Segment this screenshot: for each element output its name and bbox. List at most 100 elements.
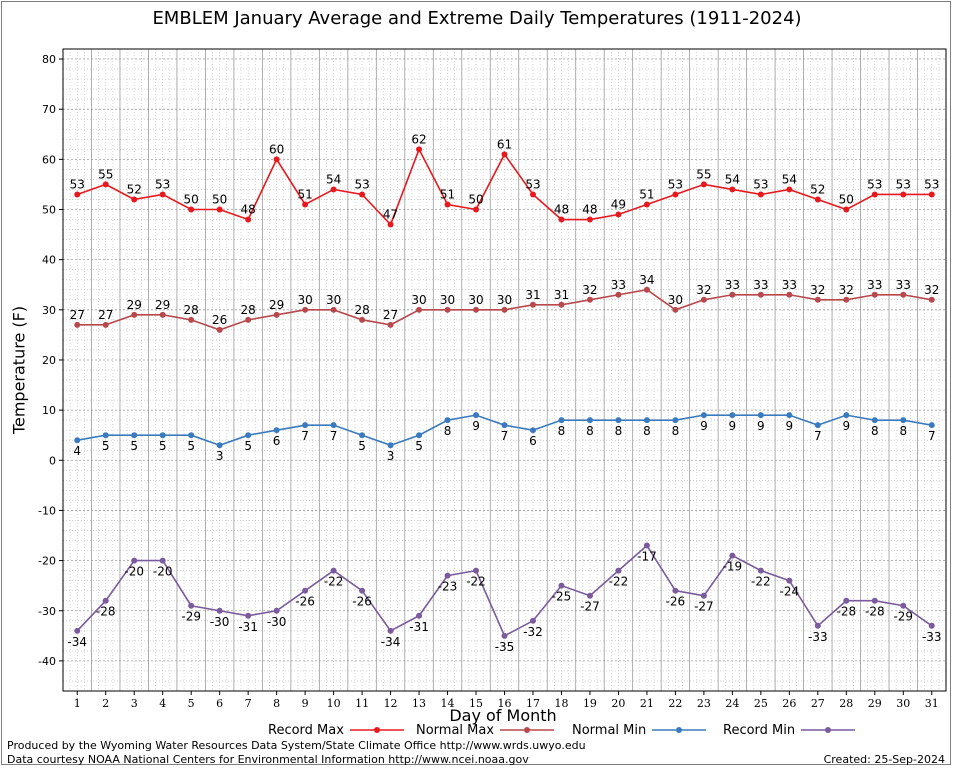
data-point-record-max (216, 206, 223, 213)
data-point-normal-max (529, 301, 536, 308)
data-label-normal-min: 9 (757, 419, 765, 433)
data-point-normal-max (615, 291, 622, 298)
data-label-normal-max: 33 (782, 278, 797, 292)
data-point-normal-min (473, 412, 480, 419)
y-tick-label: 50 (42, 204, 56, 217)
x-tick-label: 19 (583, 697, 597, 710)
data-point-record-min (131, 557, 138, 564)
data-label-normal-max: 30 (411, 293, 426, 307)
x-tick-label: 8 (273, 697, 280, 710)
data-point-record-max (586, 216, 593, 223)
data-label-normal-max: 29 (155, 298, 170, 312)
x-tick-label: 16 (498, 697, 512, 710)
x-tick-label: 23 (697, 697, 711, 710)
data-point-record-max (558, 216, 565, 223)
data-point-record-max (501, 151, 508, 158)
x-tick-label: 27 (811, 697, 825, 710)
data-point-normal-max (672, 306, 679, 313)
data-point-record-min (928, 622, 935, 629)
legend-label-normal-max: Normal Max (416, 722, 495, 738)
data-label-record-min: -23 (438, 580, 458, 594)
data-label-normal-max: 30 (326, 293, 341, 307)
data-point-normal-min (529, 427, 536, 434)
data-point-normal-max (102, 321, 109, 328)
data-point-normal-max (729, 291, 736, 298)
data-label-record-max: 48 (554, 203, 569, 217)
data-label-record-min: -30 (210, 615, 230, 629)
data-point-record-min (786, 577, 793, 584)
y-tick-label: -40 (38, 655, 56, 668)
data-label-record-min: -34 (381, 635, 401, 649)
data-point-record-min (302, 587, 309, 594)
data-point-normal-max (643, 286, 650, 293)
data-label-record-max: 54 (326, 172, 341, 186)
data-label-normal-min: 6 (273, 434, 281, 448)
data-point-record-min (643, 542, 650, 549)
data-label-record-min: -19 (723, 560, 743, 574)
data-label-record-min: -32 (523, 625, 543, 639)
data-point-record-max (159, 191, 166, 198)
data-point-normal-max (473, 306, 480, 313)
data-label-normal-max: 29 (269, 298, 284, 312)
data-point-record-max (700, 181, 707, 188)
x-tick-label: 6 (216, 697, 223, 710)
y-axis-label: Temperature (F) (9, 305, 29, 435)
data-point-record-max (74, 191, 81, 198)
data-label-normal-max: 27 (98, 308, 113, 322)
data-point-record-min (529, 617, 536, 624)
data-point-normal-max (273, 311, 280, 318)
data-label-normal-min: 7 (501, 429, 509, 443)
data-point-normal-max (757, 291, 764, 298)
data-point-record-max (529, 191, 536, 198)
x-tick-label: 28 (839, 697, 853, 710)
y-tick-label: -30 (38, 605, 56, 618)
data-point-normal-max (786, 291, 793, 298)
data-point-normal-max (245, 316, 252, 323)
x-tick-label: 7 (245, 697, 252, 710)
x-tick-label: 22 (668, 697, 682, 710)
data-label-normal-max: 33 (867, 278, 882, 292)
data-point-record-min (700, 592, 707, 599)
data-point-normal-max (586, 296, 593, 303)
data-label-normal-max: 27 (70, 308, 85, 322)
data-label-normal-min: 9 (700, 419, 708, 433)
data-label-record-min: -26 (295, 595, 315, 609)
data-label-normal-max: 28 (184, 303, 199, 317)
y-tick-label: 30 (42, 304, 56, 317)
data-point-record-max (473, 206, 480, 213)
data-point-normal-max (558, 301, 565, 308)
data-point-record-min (159, 557, 166, 564)
data-label-record-min: -30 (267, 615, 287, 629)
data-label-normal-min: 9 (472, 419, 480, 433)
data-point-record-min (757, 567, 764, 574)
legend-label-record-min: Record Min (723, 722, 796, 738)
data-label-record-min: -29 (893, 610, 913, 624)
data-point-record-max (843, 206, 850, 213)
data-label-record-min: -20 (153, 565, 173, 579)
data-label-record-min: -31 (409, 620, 429, 634)
data-point-record-min (387, 627, 394, 634)
x-tick-label: 15 (469, 697, 483, 710)
data-point-record-max (131, 196, 138, 203)
x-tick-label: 12 (384, 697, 398, 710)
data-point-record-max (814, 196, 821, 203)
data-point-normal-min (159, 432, 166, 439)
data-label-normal-max: 32 (839, 283, 854, 297)
data-point-normal-min (416, 432, 423, 439)
data-label-normal-max: 26 (212, 313, 227, 327)
data-point-normal-max (700, 296, 707, 303)
x-tick-label: 1 (74, 697, 81, 710)
data-label-record-max: 48 (241, 203, 256, 217)
data-label-normal-min: 8 (643, 424, 651, 438)
data-label-record-min: -29 (181, 610, 201, 624)
data-point-normal-min (843, 412, 850, 419)
data-label-normal-min: 5 (130, 439, 138, 453)
y-tick-label: 0 (49, 454, 56, 467)
data-label-record-max: 53 (896, 177, 911, 191)
data-label-record-min: -33 (922, 630, 942, 644)
data-label-normal-max: 27 (383, 308, 398, 322)
data-point-normal-max (359, 316, 366, 323)
data-point-normal-min (928, 422, 935, 429)
legend-record-max: Record Max (268, 721, 404, 739)
data-label-record-min: -17 (637, 550, 657, 564)
